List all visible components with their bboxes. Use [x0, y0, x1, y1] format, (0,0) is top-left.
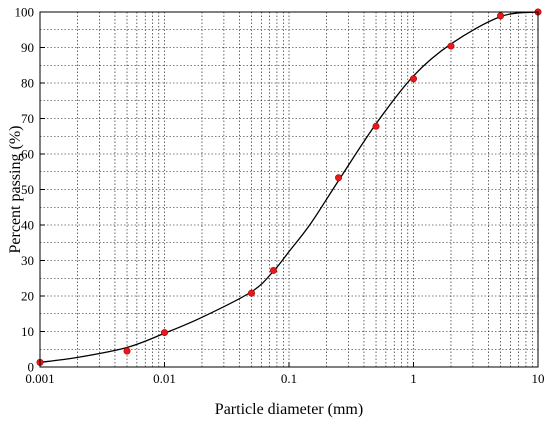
x-tick-label: 10 [532, 371, 545, 386]
data-point [409, 75, 417, 83]
data-point [269, 266, 277, 274]
y-tick-label: 40 [21, 218, 34, 233]
data-point [123, 347, 131, 355]
data-point [248, 289, 256, 297]
x-tick-label: 0.01 [153, 371, 176, 386]
x-tick-label: 1 [410, 371, 417, 386]
data-points-layer [36, 8, 542, 366]
y-tick-label: 90 [21, 40, 34, 55]
y-tick-label: 30 [21, 253, 34, 268]
y-tick-label: 100 [15, 5, 35, 20]
y-tick-label: 70 [21, 111, 34, 126]
y-axis-title: Percent passing (%) [7, 126, 24, 254]
x-axis-title: Particle diameter (mm) [215, 401, 363, 418]
y-tick-label: 0 [28, 360, 35, 375]
y-tick-label: 60 [21, 147, 34, 162]
data-point [447, 42, 455, 50]
y-tick-label: 10 [21, 324, 34, 339]
y-tick-label: 80 [21, 76, 34, 91]
data-point [335, 174, 343, 182]
y-tick-label: 20 [21, 289, 34, 304]
fitted-curve-line [39, 11, 539, 364]
data-point [161, 329, 169, 337]
data-point [497, 12, 505, 20]
data-point [372, 122, 380, 130]
x-tick-label: 0.1 [281, 371, 297, 386]
y-tick-label: 50 [21, 182, 34, 197]
x-tick-label: 0.001 [25, 371, 54, 386]
fitted-curve-layer [39, 11, 539, 364]
grid-lines [40, 12, 538, 367]
